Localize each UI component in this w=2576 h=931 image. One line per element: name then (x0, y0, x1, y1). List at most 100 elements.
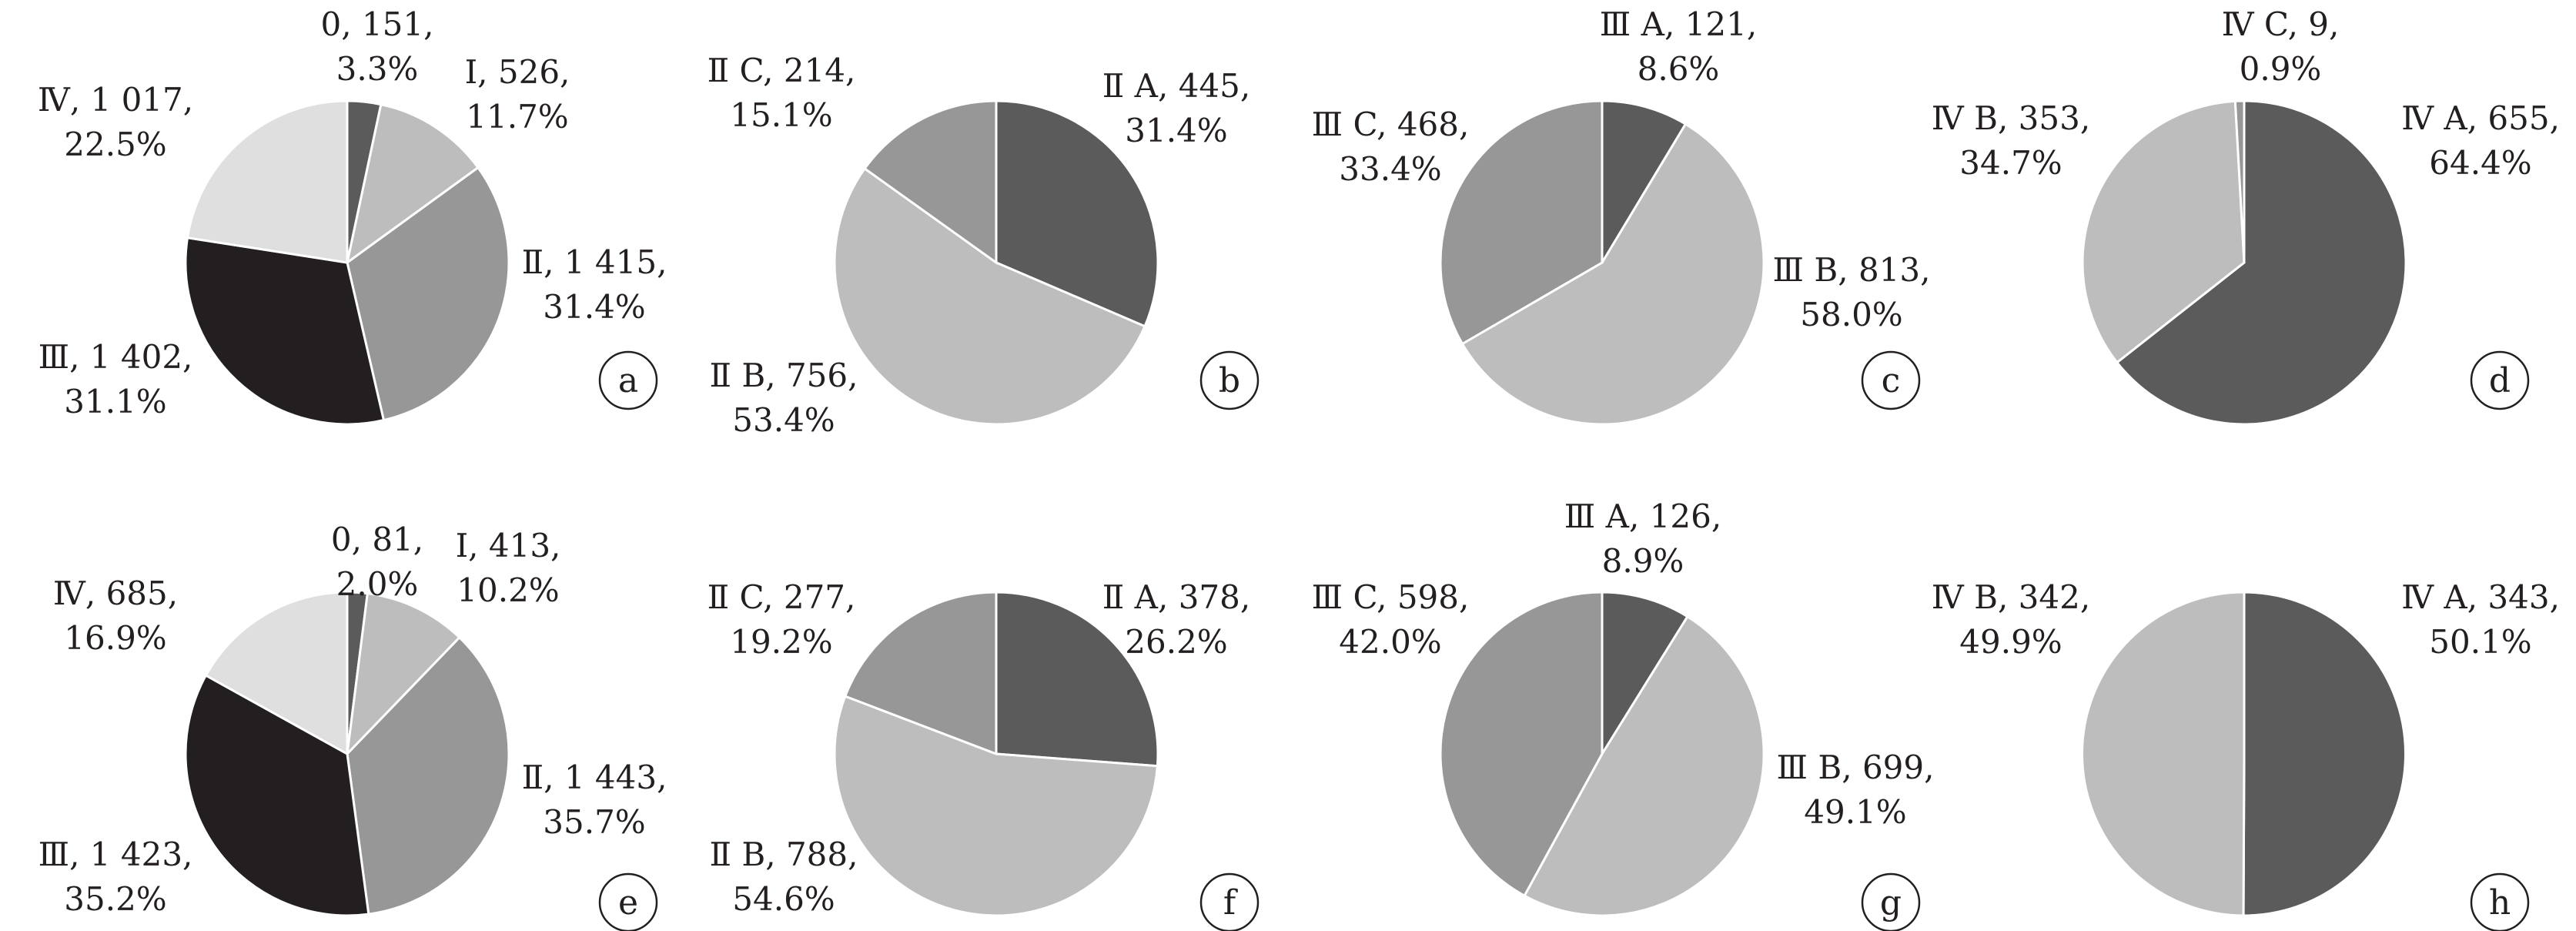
panel-label-f: f (1223, 883, 1238, 923)
panel-label-d: d (2489, 361, 2511, 400)
slice-percent-a-1: 11.7% (466, 98, 568, 136)
pie-slice-a-4 (186, 99, 349, 264)
slice-label-a-0: 0, 151, (321, 5, 434, 43)
pie-slice-d-1 (2081, 99, 2246, 364)
slice-label-d-0: Ⅳ A, 655, (2401, 99, 2560, 137)
slice-percent-h-0: 50.1% (2429, 623, 2531, 661)
slice-percent-d-0: 64.4% (2429, 144, 2531, 182)
slice-label-f-2: Ⅱ C, 277, (708, 578, 856, 616)
pie-slice-c-2 (1439, 99, 1604, 346)
slice-label-e-3: Ⅲ, 1 423, (38, 836, 193, 873)
slice-percent-b-1: 53.4% (732, 401, 835, 439)
slice-percent-b-0: 31.4% (1125, 112, 1227, 149)
slice-percent-f-2: 19.2% (730, 623, 832, 661)
pie-slice-e-1 (345, 591, 461, 758)
panel-badge-circle-e (598, 872, 658, 931)
pie-slice-e-2 (346, 635, 510, 916)
slice-label-b-2: Ⅱ C, 214, (708, 52, 856, 89)
slice-percent-h-1: 49.9% (1959, 623, 2062, 661)
pie-slice-b-2 (863, 99, 998, 265)
panel-label-c: c (1882, 361, 1901, 400)
slice-label-c-0: Ⅲ A, 121, (1600, 5, 1757, 43)
slice-percent-g-0: 8.9% (1602, 542, 1684, 580)
pie-panel-d: Ⅳ A, 655, 64.4% Ⅳ B, 353, 34.7% Ⅳ C, 9, 0.9% d (1932, 5, 2560, 426)
panel-label-b: b (1219, 361, 1240, 400)
pie-slice-d-2 (2233, 99, 2246, 263)
pie-panel-c: Ⅲ A, 121, 8.6% Ⅲ B, 813, 58.0% Ⅲ C, 468, 33.4… (1312, 5, 1931, 426)
slice-label-a-2: Ⅱ, 1 415, (522, 243, 667, 281)
panel-badge-circle-f (1199, 872, 1260, 931)
pie-slice-a-1 (345, 102, 480, 266)
pie-slice-b-1 (833, 166, 1146, 426)
slice-label-c-2: Ⅲ C, 468, (1312, 105, 1470, 143)
pie-panel-e: 0, 81, 2.0% Ⅰ, 413, 10.2% Ⅱ, 1 443, 35.7% Ⅲ, 1… (38, 521, 667, 931)
panel-badge-circle-b (1199, 350, 1260, 410)
slice-label-g-1: Ⅲ B, 699, (1777, 748, 1935, 786)
slice-label-d-2: Ⅳ C, 9, (2222, 5, 2340, 43)
panel-label-h: h (2489, 883, 2511, 923)
slice-label-e-2: Ⅱ, 1 443, (522, 759, 667, 796)
slice-label-b-0: Ⅱ A, 445, (1102, 67, 1250, 105)
slice-percent-e-4: 16.9% (64, 619, 166, 657)
slice-label-e-0: 0, 81, (331, 521, 423, 558)
pie-slice-f-1 (833, 695, 1159, 917)
pie-slice-d-0 (2115, 99, 2407, 426)
slice-percent-f-1: 54.6% (732, 880, 835, 918)
slice-label-a-3: Ⅲ, 1 402, (38, 338, 193, 376)
slice-label-h-0: Ⅳ A, 343, (2401, 578, 2560, 616)
pie-slice-c-0 (1601, 99, 1688, 267)
pie-panel-f: Ⅱ A, 378, 26.2% Ⅱ B, 788, 54.6% Ⅱ C, 277, 19.… (708, 578, 1260, 931)
slice-label-e-4: Ⅳ, 685, (53, 574, 178, 612)
slice-percent-d-1: 34.7% (1959, 144, 2062, 182)
slice-percent-b-2: 15.1% (730, 96, 832, 134)
slice-label-c-1: Ⅲ B, 813, (1773, 251, 1931, 289)
slice-label-h-1: Ⅳ B, 342, (1932, 578, 2090, 616)
pie-slice-e-3 (184, 674, 370, 917)
pie-slice-c-1 (1460, 122, 1765, 426)
panel-badge-circle-d (2470, 350, 2530, 410)
slice-percent-e-1: 10.2% (457, 571, 559, 609)
slice-percent-a-4: 22.5% (64, 126, 166, 163)
panel-badge-circle-c (1861, 350, 1921, 410)
pie-slice-f-2 (843, 591, 998, 756)
slice-percent-d-2: 0.9% (2240, 50, 2322, 88)
slice-label-b-1: Ⅱ B, 756, (710, 357, 858, 394)
slice-percent-c-0: 8.6% (1638, 50, 1720, 88)
pie-slice-a-3 (184, 236, 386, 426)
pie-slice-b-0 (995, 99, 1159, 328)
panel-label-a: a (618, 361, 638, 400)
slice-percent-e-2: 35.7% (543, 803, 645, 841)
slice-percent-a-2: 31.4% (543, 288, 645, 326)
panel-badge-circle-g (1861, 872, 1921, 931)
pie-slice-g-0 (1601, 591, 1689, 759)
pie-panel-b: Ⅱ A, 445, 31.4% Ⅱ B, 756, 53.4% Ⅱ C, 214, 15.… (708, 52, 1260, 439)
panel-badge-circle-a (598, 350, 658, 410)
slice-label-d-1: Ⅳ B, 353, (1932, 99, 2090, 137)
pie-panel-a: 0, 151, 3.3% Ⅰ, 526, 11.7% Ⅱ, 1 415, 31.4% Ⅲ, … (38, 5, 667, 426)
slice-label-f-0: Ⅱ A, 378, (1102, 578, 1250, 616)
slice-percent-c-1: 58.0% (1800, 296, 1902, 333)
panel-badge-circle-h (2470, 872, 2530, 931)
slice-label-g-2: Ⅲ C, 598, (1312, 578, 1470, 616)
slice-percent-c-2: 33.4% (1339, 150, 1441, 188)
pie-slice-h-0 (2242, 591, 2407, 917)
pie-slice-f-0 (995, 591, 1159, 768)
slice-percent-e-3: 35.2% (64, 880, 166, 918)
panel-label-e: e (618, 883, 638, 923)
slice-percent-a-3: 31.1% (64, 383, 166, 420)
pie-slice-g-2 (1439, 591, 1604, 898)
pie-slice-g-1 (1523, 615, 1765, 917)
panel-label-g: g (1880, 883, 1902, 923)
slice-label-a-4: Ⅳ, 1 017, (38, 81, 193, 119)
slice-label-e-1: Ⅰ, 413, (456, 527, 561, 564)
slice-percent-f-0: 26.2% (1125, 623, 1227, 661)
slice-percent-g-1: 49.1% (1804, 793, 1906, 831)
pie-panel-g: Ⅲ A, 126, 8.9% Ⅲ B, 699, 49.1% Ⅲ C, 598, 42.0… (1312, 497, 1935, 931)
slice-label-a-1: Ⅰ, 526, (465, 53, 570, 91)
slice-label-f-1: Ⅱ B, 788, (710, 836, 858, 873)
pie-slice-h-1 (2081, 591, 2246, 917)
slice-percent-e-0: 2.0% (336, 565, 419, 603)
pie-panel-h: Ⅳ A, 343, 50.1% Ⅳ B, 342, 49.9% h (1932, 578, 2560, 931)
pie-slice-a-2 (346, 166, 510, 422)
